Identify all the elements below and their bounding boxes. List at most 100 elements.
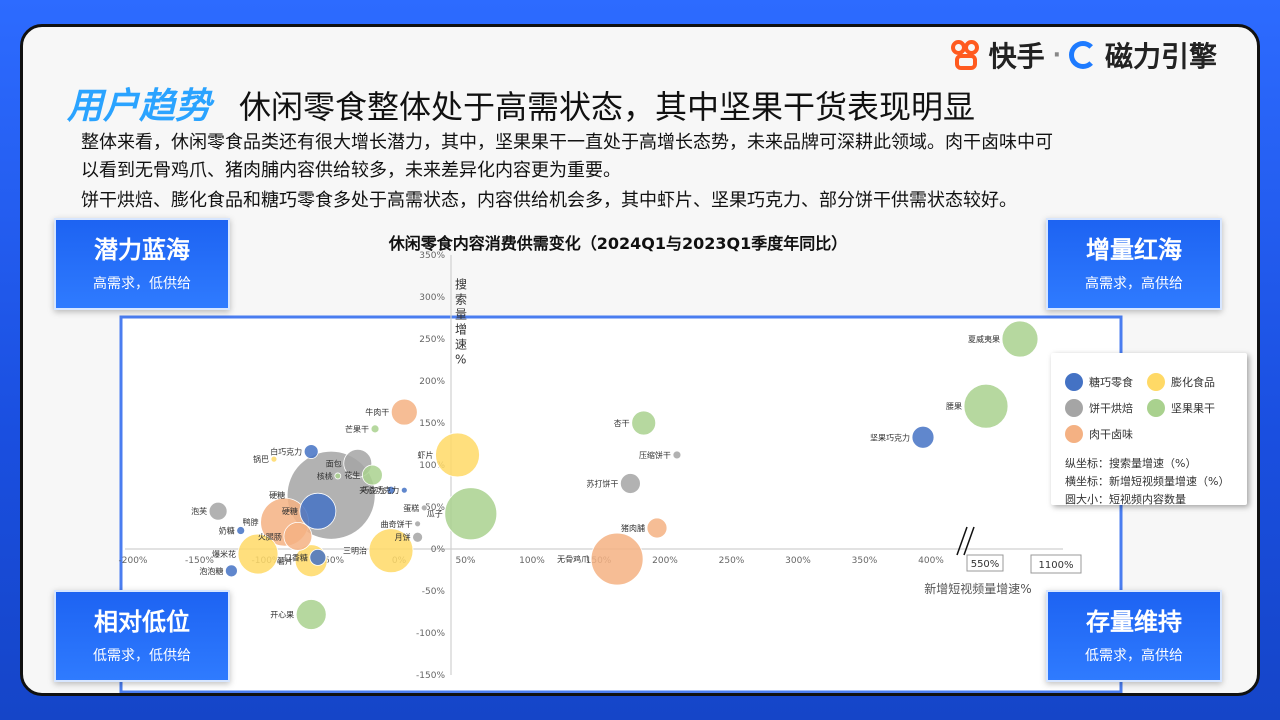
bubble-label: 开心果 <box>270 611 294 620</box>
bubble-奶糖 <box>236 526 246 535</box>
y-tick-label: 300% <box>419 293 445 303</box>
bubble-牛肉干 <box>390 398 418 426</box>
y-tick-label: 0% <box>431 545 446 555</box>
y-tick-label: 200% <box>419 377 445 387</box>
bubble-label: 虾片 <box>418 450 434 460</box>
quadrant-title: 潜力蓝海 <box>94 236 190 264</box>
bubble-无骨鸡爪 <box>590 532 644 586</box>
y-tick-label: -100% <box>416 629 445 639</box>
axis-break-mark <box>956 526 968 556</box>
kuaishou-wordmark: 快手 <box>988 40 1045 73</box>
chart-title: 休闲零食内容消费供需变化（2024Q1与2023Q1季度年同比） <box>388 234 848 253</box>
paragraph-1: 整体来看，休闲零食品类还有很大增长潜力，其中，坚果果干一直处于高增长态势，未来品… <box>81 132 1053 153</box>
y-tick-label: -50% <box>422 587 446 597</box>
legend-label: 糖巧零食 <box>1089 376 1133 389</box>
break-label-550: 550% <box>971 559 1000 570</box>
bubble-label: 三明治 <box>343 546 367 556</box>
x-tick-label: 400% <box>918 556 944 566</box>
x-axis-title: 新增短视频量增速% <box>924 581 1031 596</box>
legend-item: 坚果果干 <box>1147 399 1215 417</box>
bubble-巧克力 <box>386 485 396 495</box>
x-tick-label: 250% <box>719 556 745 566</box>
quadrant-title: 存量维持 <box>1086 608 1182 636</box>
y-tick-label: 250% <box>419 335 445 345</box>
bubble-label: 腰果 <box>946 402 962 411</box>
legend-label: 肉干卤味 <box>1089 428 1133 441</box>
x-tick-label: 300% <box>785 556 811 566</box>
bubble-label: 爆米花 <box>212 549 236 559</box>
legend-label: 坚果果干 <box>1171 402 1215 415</box>
y-tick-label: 350% <box>419 251 445 261</box>
bubble-三明治 <box>368 528 414 574</box>
bubble-label: 无骨鸡爪 <box>557 554 589 564</box>
bubble-泡泡糖 <box>224 564 238 578</box>
bubble-花生 <box>361 464 383 486</box>
legend-note: 纵坐标：搜索量增速（%） <box>1065 457 1197 470</box>
cili-logo-icon <box>1068 41 1097 69</box>
brand-separator: · <box>1052 42 1061 68</box>
break-label-box <box>1030 554 1082 574</box>
y-axis-title: 搜索量增速% <box>455 277 467 367</box>
bubble-label: 牛肉干 <box>365 407 389 417</box>
bubble-苏打饼干 <box>620 473 641 494</box>
chart-legend: 糖巧零食 膨化食品 饼干烘焙 坚果果干 肉干卤味 纵坐标：搜索量增速（%） 横坐标：新增短视… <box>1051 353 1247 506</box>
kuaishou-logo-icon <box>950 40 981 70</box>
legend-item: 糖巧零食 <box>1065 373 1133 391</box>
bubble-开心果 <box>295 599 327 630</box>
bubble-label: 巧克力 <box>361 485 385 495</box>
quadrant-title: 增量红海 <box>1086 236 1182 264</box>
bubble-label: 猪肉脯 <box>621 523 645 533</box>
legend-item: 饼干烘焙 <box>1065 399 1133 417</box>
legend-item: 肉干卤味 <box>1065 425 1133 443</box>
x-tick-label: -150% <box>185 556 214 566</box>
bubble-泡芙 <box>208 501 228 521</box>
quadrant-subtitle: 低需求，高供给 <box>1085 648 1183 664</box>
bubble-label: 口香糖 <box>284 552 308 562</box>
x-tick-label: 100% <box>519 556 545 566</box>
quadrant-bottom-left: 相对低位 低需求，低供给 <box>54 590 230 682</box>
bubble-猪肉脯 <box>646 517 668 539</box>
bubble-锅巴 <box>270 455 278 463</box>
bubble-label: 芒果干 <box>345 424 369 434</box>
bubble-白巧克力 <box>303 444 319 459</box>
bubble-label: 核桃 <box>317 471 333 481</box>
quadrant-subtitle: 高需求，低供给 <box>93 276 191 292</box>
paragraph-2: 以看到无骨鸡爪、猪肉脯内容供给较多，未来差异化内容更为重要。 <box>81 160 621 181</box>
bubble-label: 蛋糕 <box>403 503 419 513</box>
break-label-box <box>966 554 1004 572</box>
bubble-压缩饼干 <box>672 450 682 460</box>
x-tick-label: 200% <box>652 556 678 566</box>
paragraph-3: 饼干烘焙、膨化食品和糖巧零食多处于高需状态，内容供给机会多，其中虾片、坚果巧克力… <box>81 190 1017 211</box>
x-tick-label: -200% <box>119 556 148 566</box>
bubble-chart: 休闲零食内容消费供需变化（2024Q1与2023Q1季度年同比） -200% -1… <box>119 234 1123 693</box>
bubble-硬糖(蓝) <box>299 492 337 530</box>
bubble-label: 夏威夷果 <box>968 334 1000 344</box>
bubble-label: 锅巴 <box>253 454 269 464</box>
bubble-坚果巧克力 <box>911 425 935 449</box>
bubble-腰果 <box>963 383 1009 429</box>
legend-label: 饼干烘焙 <box>1089 402 1133 415</box>
y-tick-label: -150% <box>416 671 445 681</box>
bubble-label: 面包 <box>326 458 342 468</box>
headline: 用户趋势 休闲零食整体处于高需状态，其中坚果干货表现明显 <box>67 77 975 127</box>
bubble-label: 花生 <box>344 470 360 480</box>
quadrant-subtitle: 低需求，低供给 <box>93 648 191 664</box>
x-tick-label: 350% <box>852 556 878 566</box>
bubble-label: 压缩饼干 <box>639 450 671 460</box>
legend-swatch <box>1065 425 1083 443</box>
bubble-label: 泡芙 <box>191 506 207 516</box>
bubble-曲奇饼干 <box>414 520 422 528</box>
quadrant-subtitle: 高需求，高供给 <box>1085 276 1183 292</box>
y-tick-label: 50% <box>425 503 445 513</box>
bubble-夹心巧克力 <box>400 486 408 494</box>
bubble-label: 硬糖 <box>282 506 298 516</box>
bubble-label: 夹心巧克力 <box>359 485 399 495</box>
quadrant-bottom-right: 存量维持 低需求，高供给 <box>1046 590 1222 682</box>
bubble-label: 坚果巧克力 <box>870 432 910 442</box>
y-tick-label: 150% <box>419 419 445 429</box>
legend-note: 圆大小：短视频内容数量 <box>1065 493 1186 506</box>
slide-card: 快手 · 磁力引擎 用户趋势 休闲零食整体处于高需状态，其中坚果干货表现明显 整… <box>20 24 1260 696</box>
bubble-label: 瓜子 <box>427 510 443 519</box>
bubble-杏干 <box>631 410 657 436</box>
cili-wordmark: 磁力引擎 <box>1104 40 1217 73</box>
